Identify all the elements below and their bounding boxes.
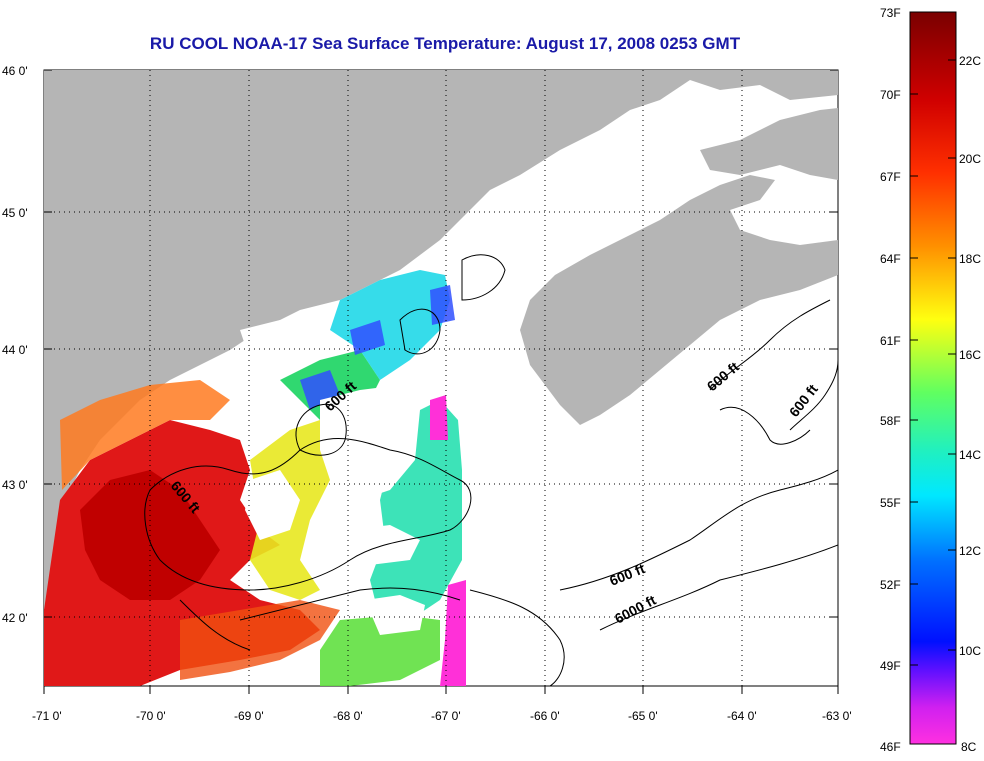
colorbar-c-label: 18C bbox=[959, 252, 981, 266]
lon-label: -64 0' bbox=[727, 709, 757, 723]
lat-label: 46 0' bbox=[2, 64, 28, 78]
axis-ticks bbox=[43, 69, 839, 694]
colorbar-f-label: 67F bbox=[880, 170, 901, 184]
colorbar-c-label: 14C bbox=[959, 448, 981, 462]
sst-magenta-strip bbox=[430, 395, 466, 686]
colorbar-ticks bbox=[910, 59, 956, 666]
lon-label: -70 0' bbox=[136, 709, 166, 723]
lon-label: -63 0' bbox=[822, 709, 852, 723]
sst-blue-patches bbox=[300, 285, 455, 410]
colorbar-f-label: 61F bbox=[880, 334, 901, 348]
lon-label: -66 0' bbox=[530, 709, 560, 723]
lon-label: -67 0' bbox=[431, 709, 461, 723]
colorbar-f-label: 58F bbox=[880, 414, 901, 428]
colorbar-f-label: 49F bbox=[880, 659, 901, 673]
lat-label: 43 0' bbox=[2, 478, 28, 492]
lat-label: 44 0' bbox=[2, 343, 28, 357]
colorbar bbox=[909, 11, 957, 745]
sst-cyan-band bbox=[330, 270, 450, 380]
colorbar-c-label: 16C bbox=[959, 348, 981, 362]
colorbar-c-label: 8C bbox=[961, 740, 977, 754]
lat-label: 42 0' bbox=[2, 611, 28, 625]
land-nova-scotia bbox=[520, 175, 838, 425]
colorbar-c-label: 20C bbox=[959, 152, 981, 166]
colorbar-c-label: 12C bbox=[959, 544, 981, 558]
sst-south-green bbox=[320, 615, 440, 686]
sst-south-orange bbox=[180, 600, 340, 680]
colorbar-c-label: 22C bbox=[959, 54, 981, 68]
lat-label: 45 0' bbox=[2, 206, 28, 220]
map-title: RU COOL NOAA-17 Sea Surface Temperature:… bbox=[149, 34, 741, 53]
colorbar-c-label: 10C bbox=[959, 644, 981, 658]
land-mainland bbox=[44, 70, 838, 610]
no-data-holes bbox=[240, 320, 425, 635]
colorbar-f-label: 52F bbox=[880, 578, 901, 592]
colorbar-f-label: 46F bbox=[880, 740, 901, 754]
colorbar-f-label: 64F bbox=[880, 252, 901, 266]
colorbar-f-label: 55F bbox=[880, 496, 901, 510]
sst-orange-band bbox=[60, 380, 230, 490]
land-cape-breton bbox=[700, 108, 838, 180]
colorbar-f-label: 70F bbox=[880, 88, 901, 102]
lon-label: -65 0' bbox=[628, 709, 658, 723]
bathymetry-contours bbox=[144, 254, 838, 686]
lon-label: -68 0' bbox=[333, 709, 363, 723]
lon-label: -69 0' bbox=[234, 709, 264, 723]
lon-label: -71 0' bbox=[32, 709, 62, 723]
colorbar-f-label: 73F bbox=[880, 6, 901, 20]
